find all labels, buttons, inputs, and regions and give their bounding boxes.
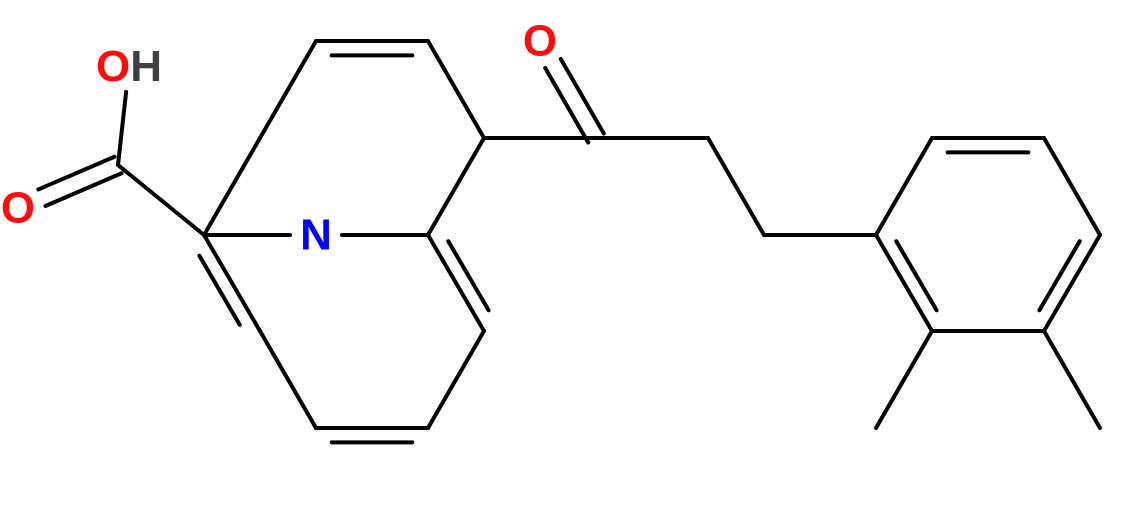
atom-label-o3: O	[523, 17, 557, 66]
atom-label-n1: N	[300, 211, 332, 260]
atom-label-o1: O	[1, 184, 35, 233]
molecule-canvas: O OH N O	[0, 0, 1145, 520]
atom-label-o2: OH	[96, 42, 162, 91]
